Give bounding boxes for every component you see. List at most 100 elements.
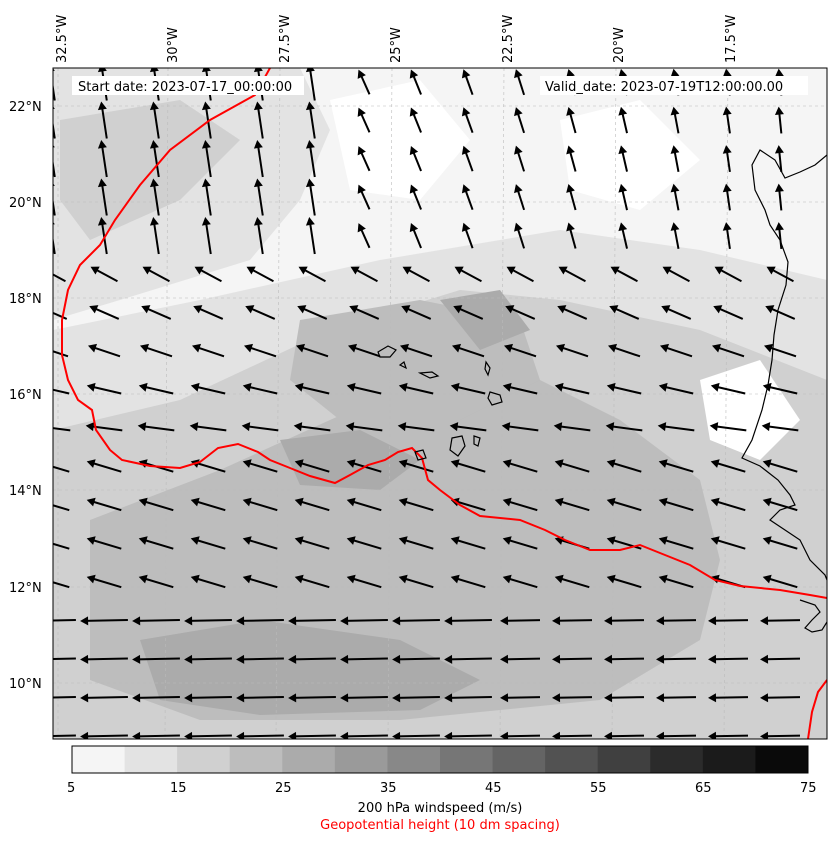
wind-arrow-head [149, 140, 159, 149]
wind-arrow-shaft [256, 221, 264, 255]
wind-arrow-head [236, 731, 245, 739]
wind-arrow-shaft [715, 500, 746, 512]
wind-arrow-head [242, 536, 252, 545]
lat-label: 16°N [9, 388, 42, 403]
lon-label: 17.5°W [724, 15, 739, 63]
wind-arrow-shaft [198, 268, 222, 283]
wind-arrow-shaft [770, 268, 794, 283]
wind-arrow-head [28, 693, 36, 702]
wind-arrow-shaft [718, 268, 742, 283]
wind-arrow-head [656, 654, 665, 664]
wind-arrow-shaft [559, 461, 590, 473]
wind-arrow-head [253, 101, 263, 111]
wind-arrow-shaft [725, 226, 731, 250]
wind-arrow-head [670, 183, 680, 193]
wind-arrow-head [236, 654, 245, 664]
wind-arrow-head [86, 459, 96, 468]
wind-arrow-head [609, 305, 619, 314]
wind-arrow-head [461, 107, 471, 117]
wind-arrow-shaft [350, 425, 383, 432]
geopotential-contour [61, 68, 827, 599]
wind-arrow-shaft [299, 500, 330, 512]
wind-arrow-head [142, 266, 152, 275]
wind-arrow-shaft [352, 346, 381, 358]
wind-arrow-head [552, 731, 561, 739]
wind-arrow-head [606, 459, 616, 468]
wind-arrow-shaft [293, 734, 336, 738]
wind-arrow-head [762, 536, 772, 545]
wind-arrow-head [409, 107, 419, 117]
wind-arrow-head [554, 459, 564, 468]
wind-arrow-head [346, 497, 356, 507]
wind-arrow-shaft [53, 542, 70, 550]
wind-arrow-head [350, 266, 360, 275]
wind-arrow-shaft [92, 346, 121, 358]
wind-arrow-shaft [248, 346, 277, 358]
wind-arrow-head [253, 68, 263, 73]
lon-label: 22.5°W [501, 15, 516, 63]
wind-arrow-head [80, 654, 89, 664]
colorbar [72, 746, 809, 773]
wind-arrow-shaft [455, 461, 486, 473]
wind-arrow-head [357, 107, 366, 117]
wind-arrow-head [340, 654, 349, 664]
wind-arrow-shaft [663, 500, 694, 512]
wind-arrow-head [670, 145, 680, 154]
wind-arrow-shaft [247, 577, 278, 589]
wind-arrow-shaft [146, 268, 170, 283]
wind-arrow-shaft [91, 500, 122, 512]
wind-arrow-head [340, 616, 349, 626]
wind-arrow-head [506, 266, 516, 275]
wind-arrow-shaft [712, 696, 749, 699]
wind-arrow-head [502, 497, 512, 507]
wind-arrow-head [606, 536, 616, 545]
colorbar-segment [702, 746, 756, 773]
wind-arrow-shaft [664, 346, 693, 358]
wind-arrow-shaft [559, 385, 590, 395]
wind-arrow-head [398, 459, 408, 468]
longitude-labels: 32.5°W 30°W 27.5°W 25°W 22.5°W 20°W 17.5… [55, 15, 739, 63]
wind-arrow-shaft [712, 619, 749, 622]
wind-arrow-head [409, 69, 419, 79]
wind-arrow-shaft [143, 577, 174, 589]
wind-arrow-shaft [194, 425, 227, 432]
wind-arrow-shaft [144, 346, 173, 358]
wind-arrow-head [604, 616, 613, 626]
wind-arrow-shaft [293, 619, 336, 622]
wind-arrow-shaft [403, 577, 434, 589]
wind-arrow-head [450, 382, 460, 392]
wind-arrow-shaft [712, 657, 749, 661]
wind-arrow-head [34, 422, 43, 431]
wind-arrow-shaft [455, 538, 486, 550]
wind-arrow-head [401, 305, 411, 314]
wind-arrow-shaft [152, 221, 160, 255]
colorbar-segment [177, 746, 231, 773]
wind-arrow-shaft [403, 500, 434, 512]
wind-arrow-head [402, 266, 412, 275]
wind-arrow-shaft [197, 307, 224, 320]
wind-arrow-head [305, 140, 315, 149]
wind-arrow-shaft [403, 385, 434, 395]
wind-arrow-shaft [507, 577, 538, 589]
wind-arrow-shaft [666, 268, 690, 283]
wind-arrow-head [288, 731, 297, 739]
wind-arrow-head [514, 184, 523, 194]
wind-arrow-head [137, 422, 147, 432]
wind-arrow-shaft [725, 149, 731, 173]
wind-arrow-head [242, 459, 252, 468]
wind-arrow-shaft [85, 619, 128, 622]
wind-arrow-head [294, 574, 304, 584]
wind-arrow-head [345, 422, 355, 432]
wind-arrow-shaft [613, 307, 640, 320]
wind-arrow-head [606, 574, 616, 584]
wind-arrow-shaft [256, 183, 264, 216]
wind-arrow-shaft [91, 538, 122, 550]
lat-label: 14°N [9, 484, 42, 499]
wind-arrow-shaft [195, 500, 226, 512]
wind-arrow-shaft [152, 144, 160, 178]
wind-arrow-shaft [85, 734, 128, 738]
wind-arrow-head [656, 731, 665, 739]
wind-arrow-head [765, 305, 775, 314]
colorbar-segment [387, 746, 441, 773]
wind-arrow-shaft [568, 111, 577, 134]
